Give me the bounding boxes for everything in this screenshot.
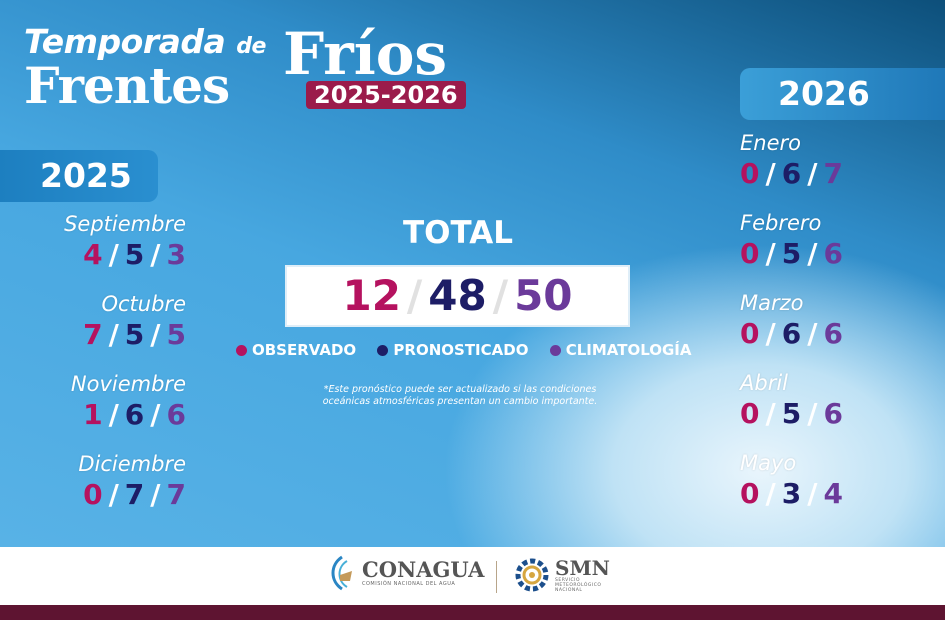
separator: / [765,477,776,510]
forecast-value: 7 [124,478,145,511]
month-name: Marzo [740,291,804,315]
title-line2: Frentes [24,56,230,115]
forecast-value: 3 [781,477,802,510]
climatology-value: 6 [823,317,843,350]
month-values: 0/7/7 [83,478,186,511]
separator: / [765,237,776,270]
year-badge-2025: 2025 [0,150,158,202]
smn-emblem-icon [515,558,549,592]
legend: OBSERVADO PRONOSTICADO CLIMATOLOGÍA [236,341,707,359]
climatology-value: 5 [166,318,186,351]
legend-forecast: PRONOSTICADO [377,341,528,359]
separator: / [765,317,776,350]
month-values: 0/6/6 [740,317,843,350]
climatology-value: 4 [823,477,843,510]
month-name: Noviembre [70,372,186,396]
observed-value: 7 [83,318,103,351]
climatology-value: 7 [166,478,186,511]
month-name: Diciembre [78,452,186,476]
separator: / [765,397,776,430]
separator: / [108,478,119,511]
separator: / [150,398,161,431]
climatology-dot-icon [549,345,561,356]
footer: CONAGUA COMISIÓN NACIONAL DEL AGUA SMN S… [0,547,945,605]
climatology-value: 6 [166,398,186,431]
legend-observed: OBSERVADO [236,341,356,359]
month-name: Septiembre [64,212,186,236]
separator: / [807,237,818,270]
total-climatology: 50 [514,271,573,320]
climatology-value: 6 [823,237,843,270]
observed-dot-icon [236,345,247,356]
forecast-dot-icon [377,345,389,356]
month-name: Abril [740,371,788,395]
disclaimer-note: *Este pronóstico puede ser actualizado s… [322,384,598,407]
month-name: Enero [740,131,801,155]
infographic-background: Temporada de Frentes Fríos 2025-2026 202… [0,0,945,547]
separator: / [807,477,818,510]
footer-bar [0,605,945,620]
forecast-value: 5 [781,237,802,270]
observed-value: 0 [740,397,760,430]
separator: / [807,317,818,350]
observed-value: 0 [740,477,760,510]
separator: / [807,397,818,430]
separator: / [150,238,161,271]
month-values: 0/3/4 [740,477,843,510]
forecast-value: 6 [781,157,802,190]
observed-value: 0 [740,157,760,190]
observed-value: 0 [740,317,760,350]
total-label: TOTAL [403,215,513,251]
separator: / [150,318,161,351]
month-name: Octubre [101,292,186,316]
year-badge-2026: 2026 [740,68,945,120]
climatology-value: 7 [823,157,843,190]
title-line1: Temporada de [24,22,266,61]
forecast-value: 6 [124,398,145,431]
separator: / [150,478,161,511]
separator: / [807,157,818,190]
separator: / [765,157,776,190]
smn-logo: SMN SERVICIO METEOROLÓGICO NACIONAL [514,557,610,593]
forecast-value: 5 [124,318,145,351]
observed-value: 0 [740,237,760,270]
climatology-value: 6 [823,397,843,430]
forecast-value: 6 [781,317,802,350]
legend-climatology: CLIMATOLOGÍA [549,341,691,359]
conagua-logo: CONAGUA COMISIÓN NACIONAL DEL AGUA [328,555,484,591]
month-values: 0/5/6 [740,237,843,270]
separator: / [108,238,119,271]
separator: / [108,318,119,351]
month-values: 1/6/6 [83,398,186,431]
logo-divider [496,561,497,593]
observed-value: 1 [83,398,103,431]
month-values: 0/6/7 [740,157,843,190]
total-box: 12/48/50 [285,265,630,327]
month-values: 4/5/3 [83,238,186,271]
total-observed: 12 [342,271,401,320]
forecast-value: 5 [781,397,802,430]
separator: / [108,398,119,431]
total-forecast: 48 [428,271,487,320]
observed-value: 0 [83,478,103,511]
month-values: 7/5/5 [83,318,186,351]
forecast-value: 5 [124,238,145,271]
observed-value: 4 [83,238,103,271]
month-values: 0/5/6 [740,397,843,430]
conagua-emblem-icon [331,555,352,591]
season-badge: 2025-2026 [306,81,466,109]
month-name: Febrero [740,211,822,235]
climatology-value: 3 [166,238,186,271]
month-name: Mayo [740,451,797,475]
title-line3: Fríos [283,20,448,88]
